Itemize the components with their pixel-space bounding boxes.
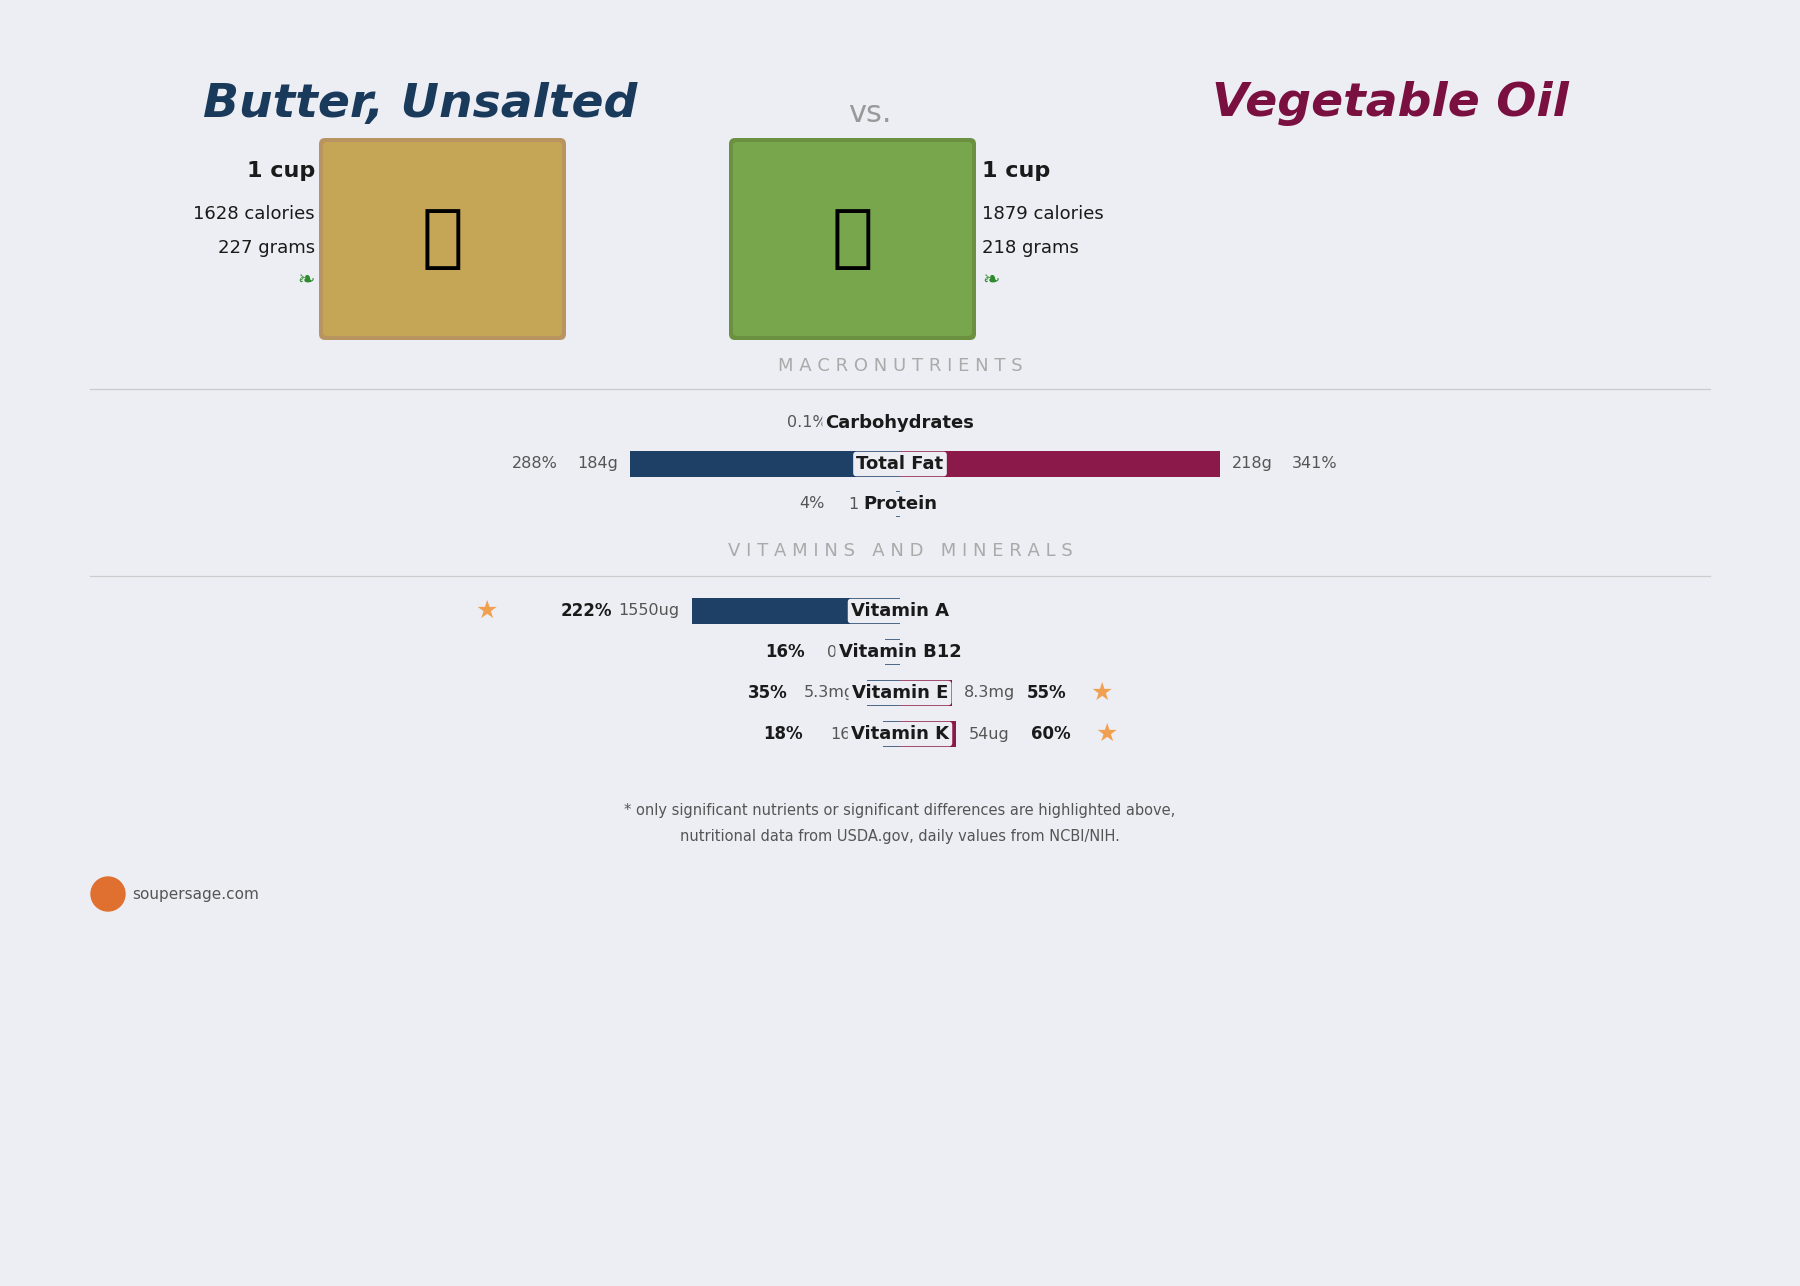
Bar bbox=[868, 680, 900, 706]
Text: 1550ug: 1550ug bbox=[619, 603, 680, 619]
Text: Total Fat: Total Fat bbox=[857, 455, 943, 473]
Text: nutritional data from USDA.gov, daily values from NCBI/NIH.: nutritional data from USDA.gov, daily va… bbox=[680, 828, 1120, 844]
Bar bbox=[884, 721, 900, 747]
Text: 0.4ug: 0.4ug bbox=[828, 644, 873, 660]
FancyBboxPatch shape bbox=[729, 138, 976, 340]
Text: 1628 calories: 1628 calories bbox=[193, 204, 315, 222]
Bar bbox=[900, 721, 956, 747]
Text: 🧈: 🧈 bbox=[421, 206, 463, 273]
Text: ❧: ❧ bbox=[297, 271, 315, 291]
Bar bbox=[900, 451, 1220, 477]
Bar bbox=[886, 639, 900, 665]
Text: 0.1g: 0.1g bbox=[851, 415, 887, 431]
Text: 222%: 222% bbox=[560, 602, 612, 620]
Text: soupersage.com: soupersage.com bbox=[131, 886, 259, 901]
Text: 0.1%: 0.1% bbox=[787, 415, 828, 431]
Text: 184g: 184g bbox=[576, 457, 617, 472]
Text: Vitamin E: Vitamin E bbox=[851, 684, 949, 702]
FancyBboxPatch shape bbox=[319, 138, 565, 340]
Text: 60%: 60% bbox=[1031, 725, 1071, 743]
Text: 8.3mg: 8.3mg bbox=[963, 685, 1015, 701]
Text: Vitamin B12: Vitamin B12 bbox=[839, 643, 961, 661]
Text: 55%: 55% bbox=[1026, 684, 1066, 702]
Text: 341%: 341% bbox=[1292, 457, 1337, 472]
Bar bbox=[630, 451, 900, 477]
Text: 288%: 288% bbox=[511, 457, 558, 472]
Text: 1879 calories: 1879 calories bbox=[983, 204, 1103, 222]
Text: 16%: 16% bbox=[765, 643, 805, 661]
Text: 5.3mg: 5.3mg bbox=[805, 685, 855, 701]
Text: 18%: 18% bbox=[763, 725, 803, 743]
Text: 1 cup: 1 cup bbox=[247, 161, 315, 181]
Text: Vitamin K: Vitamin K bbox=[851, 725, 949, 743]
FancyBboxPatch shape bbox=[733, 141, 972, 336]
Text: ★: ★ bbox=[1094, 721, 1118, 746]
Text: * only significant nutrients or significant differences are highlighted above,: * only significant nutrients or signific… bbox=[625, 804, 1175, 818]
Text: 218 grams: 218 grams bbox=[983, 239, 1078, 257]
Bar bbox=[691, 598, 900, 624]
Text: 54ug: 54ug bbox=[968, 727, 1010, 742]
Text: 1.9g: 1.9g bbox=[848, 496, 884, 512]
Text: ★: ★ bbox=[475, 599, 499, 622]
Text: 218g: 218g bbox=[1231, 457, 1273, 472]
Bar bbox=[900, 680, 952, 706]
Text: 1 cup: 1 cup bbox=[983, 161, 1049, 181]
Text: 16ug: 16ug bbox=[830, 727, 871, 742]
Text: ❧: ❧ bbox=[983, 271, 999, 291]
Text: V I T A M I N S   A N D   M I N E R A L S: V I T A M I N S A N D M I N E R A L S bbox=[727, 541, 1073, 559]
Text: 227 grams: 227 grams bbox=[218, 239, 315, 257]
Text: Vegetable Oil: Vegetable Oil bbox=[1211, 81, 1568, 126]
Circle shape bbox=[92, 877, 124, 910]
Text: Protein: Protein bbox=[862, 495, 938, 513]
Bar bbox=[896, 491, 900, 517]
Text: Butter, Unsalted: Butter, Unsalted bbox=[203, 81, 637, 126]
Text: 35%: 35% bbox=[747, 684, 787, 702]
Text: vs.: vs. bbox=[848, 99, 891, 129]
FancyBboxPatch shape bbox=[322, 141, 562, 336]
Text: M A C R O N U T R I E N T S: M A C R O N U T R I E N T S bbox=[778, 358, 1022, 376]
Text: 🫙: 🫙 bbox=[832, 206, 873, 273]
Text: Carbohydrates: Carbohydrates bbox=[826, 414, 974, 432]
Text: Vitamin A: Vitamin A bbox=[851, 602, 949, 620]
Text: ★: ★ bbox=[1091, 682, 1112, 705]
Text: 4%: 4% bbox=[799, 496, 824, 512]
